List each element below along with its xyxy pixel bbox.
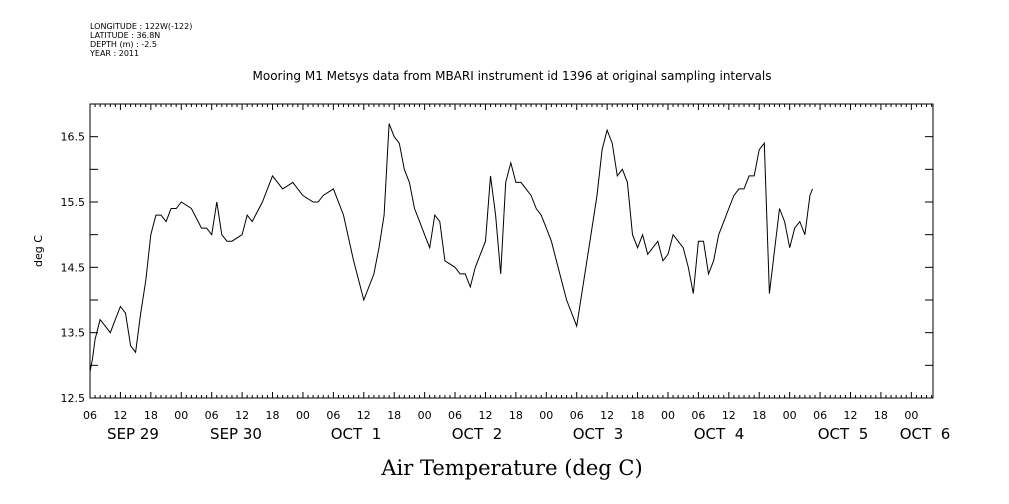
longitude-label: LONGITUDE : 122W(-122) — [90, 22, 193, 31]
x-tick-label: 18 — [509, 409, 523, 422]
chart-title: Mooring M1 Metsys data from MBARI instru… — [253, 69, 772, 83]
axis-ticks — [89, 103, 933, 399]
x-tick-label: 00 — [539, 409, 553, 422]
y-tick-label: 12.5 — [61, 392, 86, 405]
x-tick-label: 06 — [326, 409, 340, 422]
x-tick-label: 12 — [357, 409, 371, 422]
date-labels: SEP 29 SEP 30 OCT 1 OCT 2 OCT 3 OCT 4 OCT 5 OCT… — [107, 425, 950, 443]
x-tick-label: 06 — [813, 409, 827, 422]
depth-label: DEPTH (m) : -2.5 — [90, 40, 157, 49]
y-tick-label: 16.5 — [61, 131, 86, 144]
x-tick-label: 18 — [631, 409, 645, 422]
x-tick-label: 12 — [600, 409, 614, 422]
date-label: OCT 6 — [900, 425, 951, 443]
date-label: OCT 3 — [573, 425, 624, 443]
y-tick-label: 14.5 — [61, 261, 86, 274]
air-temperature-line — [89, 123, 813, 372]
date-label: OCT 4 — [694, 425, 745, 443]
x-tick-label: 06 — [205, 409, 219, 422]
x-tick-label: 06 — [448, 409, 462, 422]
y-axis-label: deg C — [32, 235, 45, 267]
x-tick-label: 00 — [174, 409, 188, 422]
x-tick-label: 00 — [783, 409, 797, 422]
date-label: SEP 30 — [210, 425, 262, 443]
plot-frame — [89, 103, 934, 399]
x-axis-label: Air Temperature (deg C) — [380, 456, 642, 480]
x-tick-label: 18 — [874, 409, 888, 422]
x-tick-label: 06 — [691, 409, 705, 422]
y-tick-label: 13.5 — [61, 327, 86, 340]
date-label: OCT 5 — [818, 425, 869, 443]
x-tick-label: 18 — [266, 409, 280, 422]
x-tick-label: 12 — [235, 409, 249, 422]
date-label: SEP 29 — [107, 425, 159, 443]
x-tick-label: 06 — [570, 409, 584, 422]
y-tick-label: 15.5 — [61, 196, 86, 209]
x-tick-label: 00 — [661, 409, 675, 422]
y-tick-labels: 12.5 13.5 14.5 15.5 16.5 — [61, 131, 86, 405]
x-tick-label: 12 — [722, 409, 736, 422]
x-tick-label: 06 — [83, 409, 97, 422]
x-tick-label: 18 — [144, 409, 158, 422]
date-label: OCT 1 — [331, 425, 382, 443]
latitude-label: LATITUDE : 36.8N — [90, 31, 161, 40]
x-tick-label: 18 — [752, 409, 766, 422]
x-tick-label: 00 — [296, 409, 310, 422]
x-tick-labels: 06 12 18 00 06 12 18 00 06 12 18 00 06 12 18 00 06 12 18 00… — [83, 409, 918, 422]
x-tick-label: 12 — [844, 409, 858, 422]
year-label: YEAR : 2011 — [90, 49, 140, 58]
date-label: OCT 2 — [452, 425, 503, 443]
x-tick-label: 12 — [113, 409, 127, 422]
x-tick-label: 00 — [418, 409, 432, 422]
x-tick-label: 00 — [904, 409, 918, 422]
x-tick-label: 12 — [478, 409, 492, 422]
x-tick-label: 18 — [387, 409, 401, 422]
